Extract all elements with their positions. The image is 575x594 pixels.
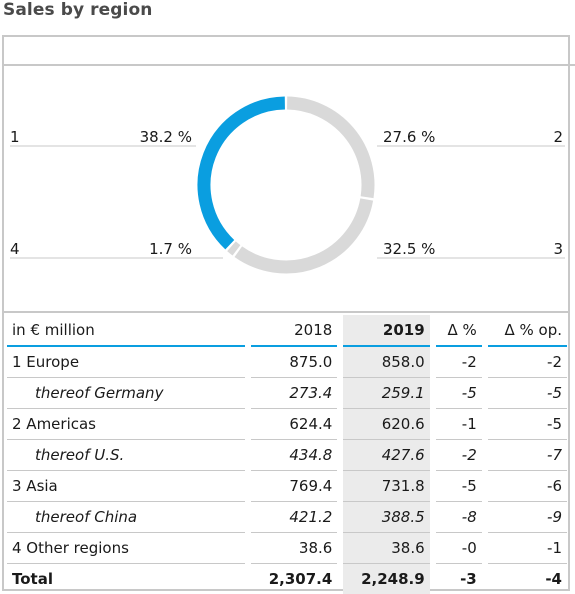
header-label: in € million	[7, 315, 245, 347]
donut-slice-4	[227, 241, 241, 256]
chart-frame	[2, 35, 570, 591]
table-header-row: in € million 2018 2019 Δ % Δ % op.	[7, 315, 567, 347]
chart-title: Sales by region	[3, 0, 153, 20]
value-delta-op: -6	[487, 471, 567, 502]
chart-table-divider	[2, 311, 570, 313]
row-label: 4 Other regions	[7, 533, 245, 564]
value-2018: 38.6	[251, 533, 338, 564]
table-row: 3 Asia 769.4 731.8 -5 -6	[7, 471, 567, 502]
value-2019: 38.6	[343, 533, 430, 564]
slice-label-3: 3	[553, 240, 563, 258]
value-2018: 2,307.4	[268, 570, 333, 588]
donut-slice-1	[197, 96, 286, 250]
slice-percent-3: 32.5 %	[383, 240, 435, 258]
value-2019: 620.6	[343, 409, 430, 440]
row-label: thereof U.S.	[7, 440, 245, 471]
value-2019: 388.5	[343, 502, 430, 533]
table-row: 1 Europe 875.0 858.0 -2 -2	[7, 347, 567, 378]
table-row: thereof U.S. 434.8 427.6 -2 -7	[7, 440, 567, 471]
row-label: thereof Germany	[7, 378, 245, 409]
value-delta-op: -1	[487, 533, 567, 564]
value-delta: -0	[435, 533, 482, 564]
slice-label-1: 1	[10, 128, 20, 146]
header-2018: 2018	[251, 315, 338, 347]
table-total-row: Total 2,307.4 2,248.9 -3 -4	[7, 564, 567, 594]
header-2019: 2019	[343, 315, 430, 347]
value-2018: 875.0	[251, 347, 338, 378]
row-label: 1 Europe	[7, 347, 245, 378]
row-label: Total	[12, 570, 53, 588]
value-delta-op: -5	[487, 378, 567, 409]
value-delta: -8	[435, 502, 482, 533]
table-row: thereof China 421.2 388.5 -8 -9	[7, 502, 567, 533]
value-delta: -5	[435, 471, 482, 502]
value-delta-op: -9	[487, 502, 567, 533]
value-delta: -3	[460, 570, 477, 588]
slice-percent-2: 27.6 %	[383, 128, 435, 146]
donut-slice-3	[234, 198, 374, 274]
slice-label-2: 2	[553, 128, 563, 146]
value-delta: -2	[435, 347, 482, 378]
value-2019: 858.0	[343, 347, 430, 378]
donut-slice-2	[286, 96, 375, 199]
value-2018: 421.2	[251, 502, 338, 533]
slice-percent-1: 38.2 %	[140, 128, 192, 146]
row-label: thereof China	[7, 502, 245, 533]
value-2018: 769.4	[251, 471, 338, 502]
header-delta-op: Δ % op.	[487, 315, 567, 347]
table-row: thereof Germany 273.4 259.1 -5 -5	[7, 378, 567, 409]
value-2018: 624.4	[251, 409, 338, 440]
value-delta: -1	[435, 409, 482, 440]
value-delta-op: -7	[487, 440, 567, 471]
row-label: 2 Americas	[7, 409, 245, 440]
header-delta: Δ %	[435, 315, 482, 347]
value-2019: 2,248.9	[343, 564, 430, 594]
value-delta: -5	[435, 378, 482, 409]
table-row: 2 Americas 624.4 620.6 -1 -5	[7, 409, 567, 440]
table-row: 4 Other regions 38.6 38.6 -0 -1	[7, 533, 567, 564]
value-delta: -2	[435, 440, 482, 471]
value-2018: 273.4	[251, 378, 338, 409]
value-2019: 731.8	[343, 471, 430, 502]
value-delta-op: -4	[545, 570, 562, 588]
sales-table: in € million 2018 2019 Δ % Δ % op. 1 Eur…	[7, 315, 567, 594]
slice-label-4: 4	[10, 240, 20, 258]
value-delta-op: -2	[487, 347, 567, 378]
row-label: 3 Asia	[7, 471, 245, 502]
value-2019: 259.1	[343, 378, 430, 409]
frame-divider	[2, 64, 575, 66]
value-2018: 434.8	[251, 440, 338, 471]
value-2019: 427.6	[343, 440, 430, 471]
slice-percent-4: 1.7 %	[149, 240, 192, 258]
value-delta-op: -5	[487, 409, 567, 440]
